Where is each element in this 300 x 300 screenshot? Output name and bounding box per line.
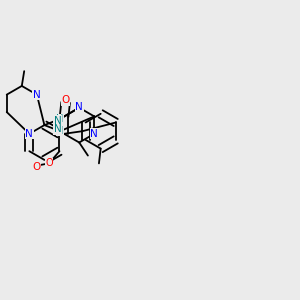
Text: N: N — [54, 124, 61, 134]
Text: H: H — [56, 114, 64, 124]
Text: N: N — [33, 90, 41, 100]
Text: O: O — [45, 158, 53, 168]
Text: O: O — [61, 95, 70, 105]
Text: N: N — [26, 129, 33, 139]
Text: N: N — [90, 129, 98, 139]
Text: N: N — [75, 102, 83, 112]
Text: H: H — [56, 126, 64, 136]
Text: O: O — [33, 162, 41, 172]
Text: N: N — [54, 116, 61, 125]
